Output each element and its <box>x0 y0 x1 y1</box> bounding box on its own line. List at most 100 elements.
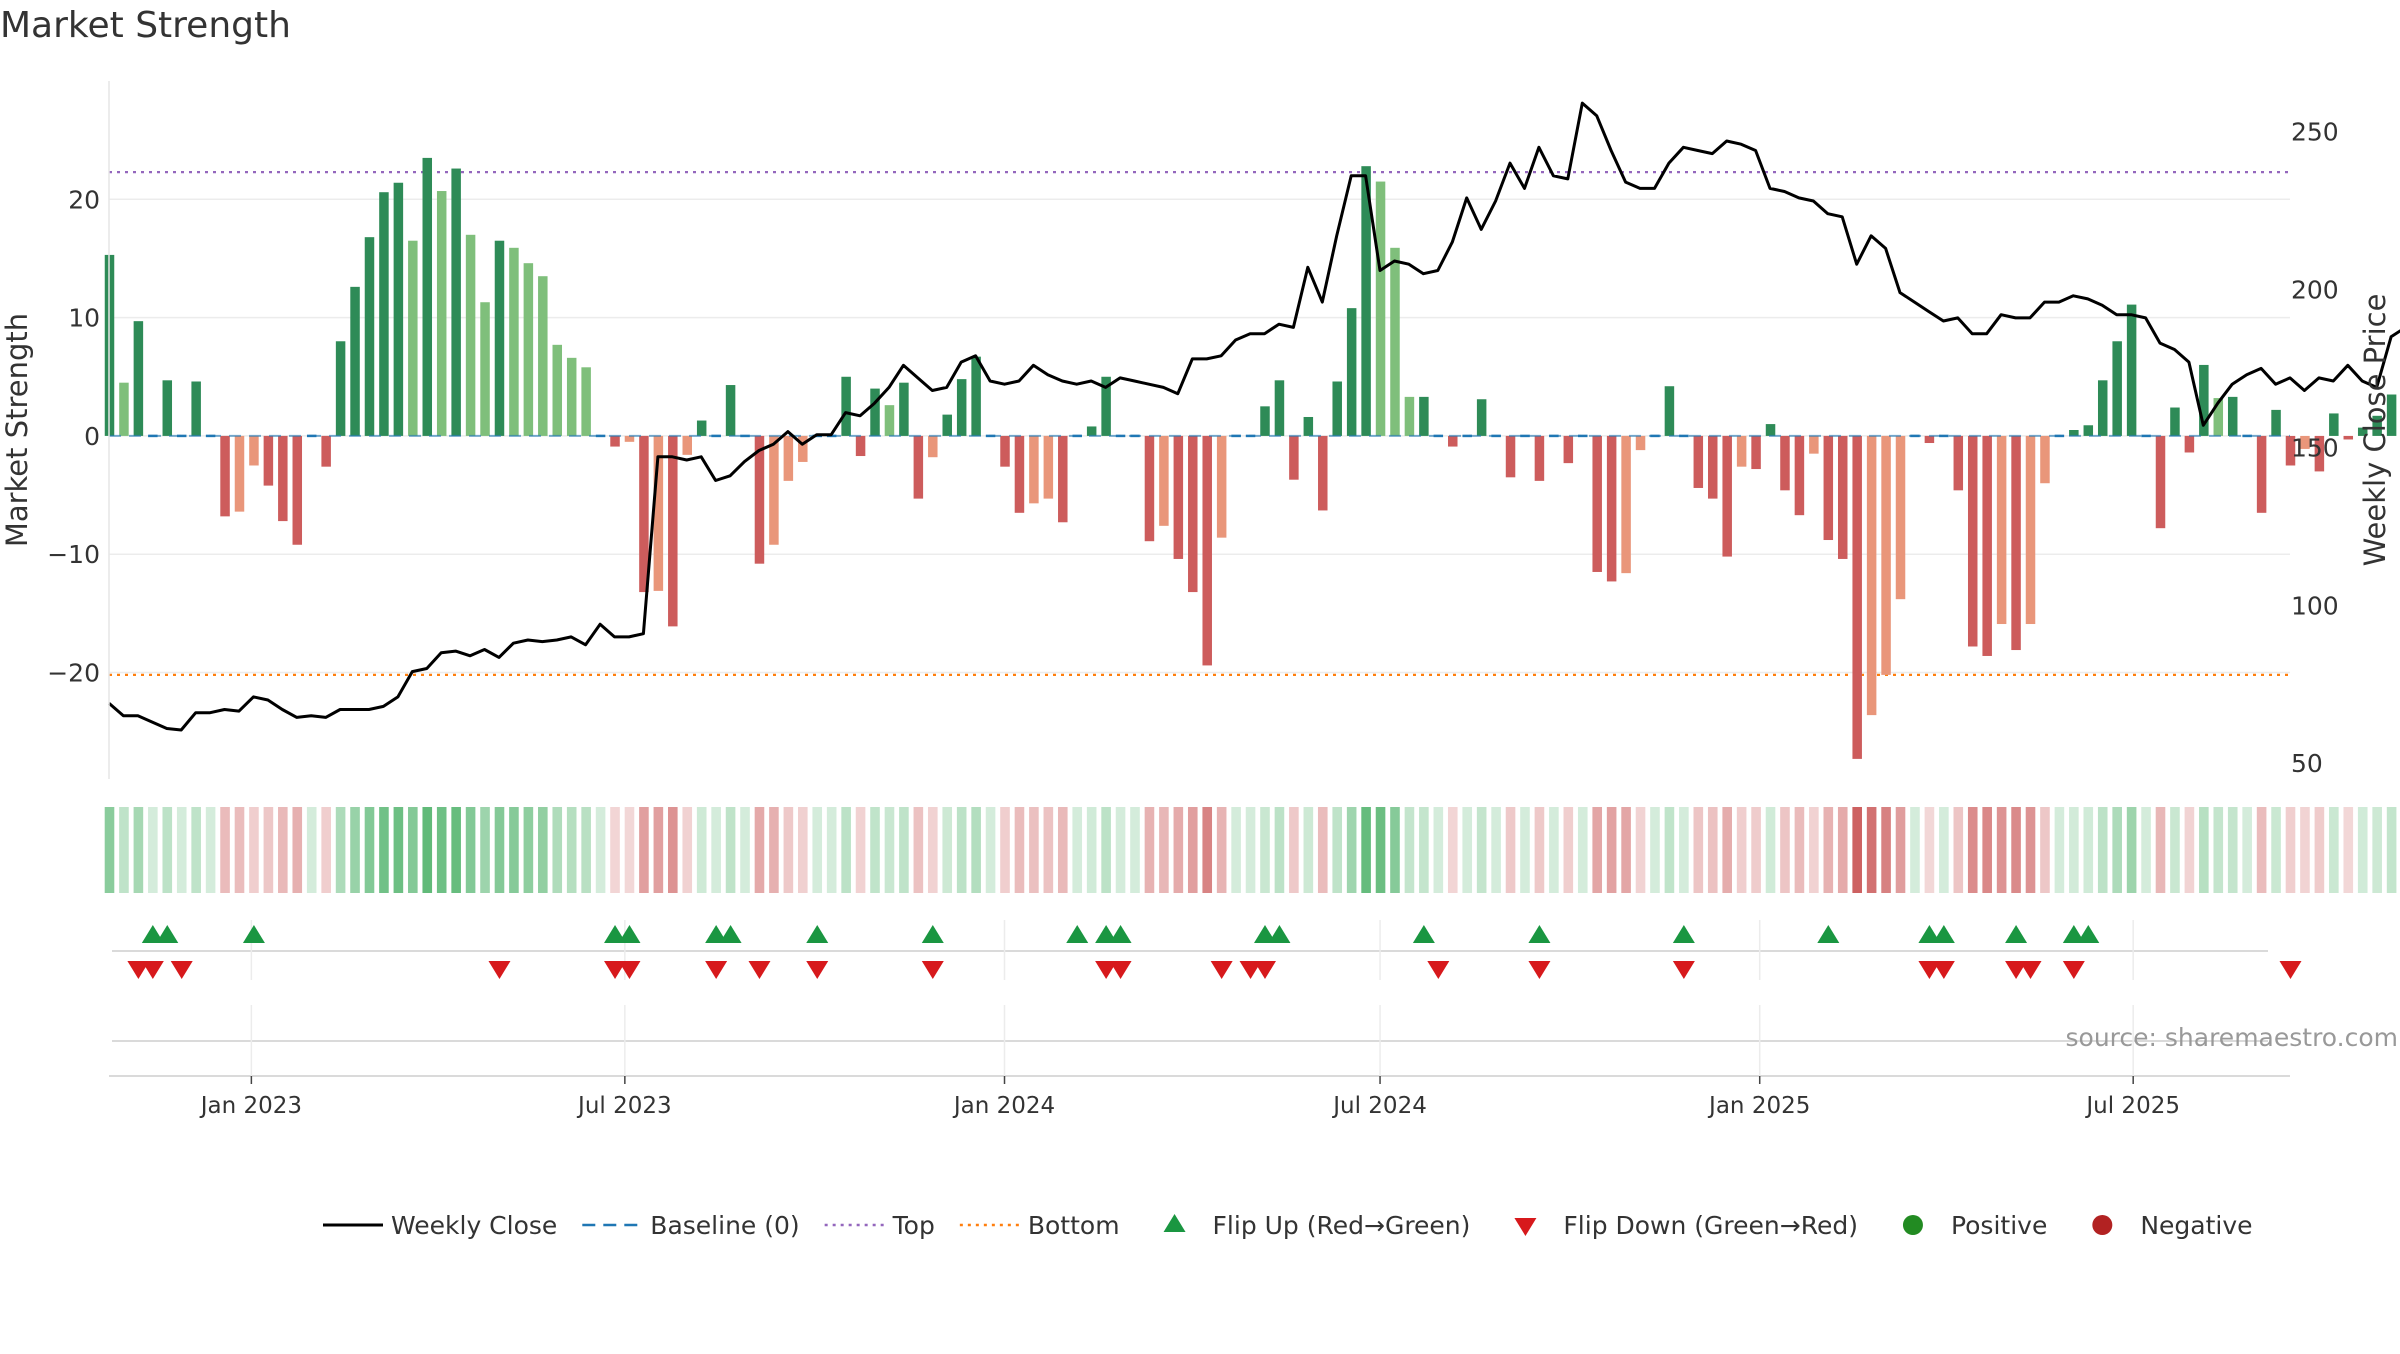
strength-bar <box>2227 396 2238 436</box>
strip-cell <box>566 807 577 893</box>
strength-bar <box>2069 430 2079 436</box>
strength-bar <box>913 435 924 499</box>
strip-cell <box>1679 807 1689 893</box>
source-note: source: sharemaestro.com <box>2066 1023 2399 1052</box>
strength-bar <box>610 435 620 447</box>
legend-symbol <box>1514 1218 1537 1236</box>
strip-cell <box>1144 807 1155 893</box>
strip-cell <box>1260 807 1270 893</box>
strength-bar <box>1534 435 1545 481</box>
strip-cell <box>668 807 678 893</box>
strip-cell <box>1939 807 1949 893</box>
flip-down-marker <box>2279 961 2302 979</box>
strip-cell <box>1419 807 1429 893</box>
strip-cell <box>408 807 418 893</box>
strength-bar <box>480 302 490 436</box>
strip-cell <box>249 807 259 893</box>
legend-circle-swatch <box>1902 1215 1923 1235</box>
flip-down-marker <box>604 961 627 979</box>
strip-cell <box>1159 807 1169 893</box>
strip-cell <box>2011 807 2021 893</box>
strip-cell <box>769 807 779 893</box>
strength-bar <box>509 247 519 436</box>
strength-bar <box>393 182 404 436</box>
strength-bar <box>1419 396 1429 436</box>
legend-label: Weekly Close <box>391 1211 557 1240</box>
strip-cell <box>2054 807 2065 893</box>
x-tick-label: Jul 2024 <box>1331 1093 1427 1119</box>
strip-cell <box>1924 807 1935 893</box>
flip-up-marker <box>604 925 627 943</box>
strength-bar <box>1058 435 1068 523</box>
strip-cell <box>1303 807 1314 893</box>
strip-cell <box>2357 807 2368 893</box>
strip-cell <box>956 807 967 893</box>
legend-label: Flip Down (Green→Red) <box>1563 1211 1858 1240</box>
strength-bar <box>2256 435 2267 513</box>
strength-bar <box>1014 435 1025 513</box>
flip-down-marker <box>748 961 771 979</box>
strip-cell <box>1245 807 1256 893</box>
strip-cell <box>595 807 606 893</box>
reference-lines <box>109 170 2290 676</box>
strength-bar <box>1390 247 1400 436</box>
strip-cell <box>2213 807 2224 893</box>
strength-bar <box>870 388 880 436</box>
strength-bar <box>1967 435 1978 647</box>
strip-cell <box>1202 807 1213 893</box>
legend-label: Flip Up (Red→Green) <box>1213 1211 1471 1240</box>
strength-bar <box>639 435 649 593</box>
strip-cell <box>1274 807 1285 893</box>
strip-cell <box>711 807 721 893</box>
strip-cell <box>971 807 981 893</box>
flip-up-marker <box>1672 925 1695 943</box>
strength-bar <box>436 191 447 436</box>
strip-cell <box>278 807 288 893</box>
strength-bar <box>1505 435 1516 478</box>
strength-bar <box>1476 399 1487 436</box>
strength-bar <box>2329 413 2339 436</box>
legend-item: Top <box>824 1211 935 1240</box>
strip-cell <box>1967 807 1978 893</box>
strength-bar <box>1982 435 1992 656</box>
legend-item: Weekly Close <box>323 1211 557 1240</box>
flip-down-marker <box>2019 961 2042 979</box>
strength-bar <box>1043 435 1054 499</box>
flip-down-marker <box>170 961 193 979</box>
strength-bar <box>798 435 808 462</box>
strip-cell <box>1592 807 1603 893</box>
strip-cell <box>927 807 938 893</box>
strip-cell <box>1765 807 1776 893</box>
strip-cell <box>205 807 216 893</box>
flip-up-marker <box>806 925 829 943</box>
strip-cell <box>119 807 129 893</box>
weekly-close-layer <box>108 101 2400 732</box>
strip-cell <box>1231 807 1241 893</box>
strip-cell <box>1722 807 1732 893</box>
strip-cell <box>1534 807 1545 893</box>
strip-cell <box>2300 807 2310 893</box>
strip-cell <box>1736 807 1747 893</box>
strength-bar <box>2213 398 2224 436</box>
legend-label: Top <box>892 1211 935 1240</box>
flip-up-marker <box>1817 925 1840 943</box>
strength-bar <box>1765 424 1776 436</box>
strength-bar <box>465 234 476 436</box>
strength-bar <box>1866 435 1877 716</box>
flip-up-marker <box>1066 925 1089 943</box>
flip-up-marker <box>1932 925 1955 943</box>
strip-cell <box>162 807 173 893</box>
legend-symbol <box>1902 1215 1923 1235</box>
strength-bar <box>1953 435 1964 491</box>
strength-bar <box>1159 435 1169 526</box>
strip-cell <box>480 807 490 893</box>
strip-cell <box>1433 807 1444 893</box>
strip-cell <box>2256 807 2267 893</box>
strip-cell <box>1881 807 1891 893</box>
strength-bar <box>133 321 144 436</box>
strip-cell <box>754 807 765 893</box>
strip-cell <box>2040 807 2050 893</box>
y-right-tick-label: 200 <box>2291 275 2339 304</box>
